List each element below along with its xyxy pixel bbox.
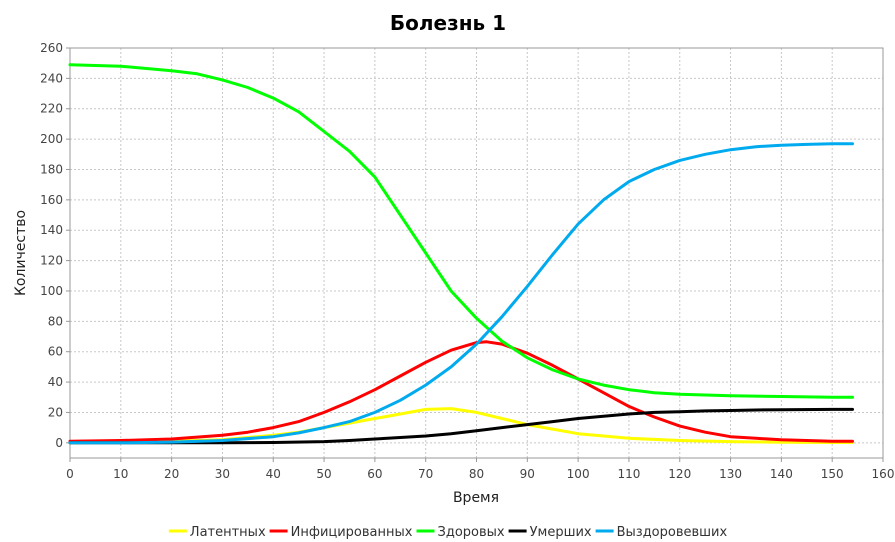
- x-tick-label: 40: [266, 467, 281, 481]
- x-tick-label: 30: [215, 467, 230, 481]
- x-tick-label: 10: [113, 467, 128, 481]
- x-tick-label: 110: [617, 467, 640, 481]
- y-tick-label: 140: [40, 223, 63, 237]
- legend-label: Здоровых: [438, 525, 505, 540]
- legend-item: Выздоровевших: [595, 525, 728, 540]
- x-tick-label: 160: [872, 467, 895, 481]
- y-tick-label: 100: [40, 284, 63, 298]
- series-line: [68, 142, 854, 445]
- series-line: [68, 407, 854, 445]
- legend-item: Умерших: [508, 525, 592, 540]
- x-tick-label: 150: [821, 467, 844, 481]
- x-tick-label: 140: [770, 467, 793, 481]
- series-lines: [68, 63, 854, 445]
- legend-item: Здоровых: [416, 525, 505, 540]
- legend-label: Умерших: [530, 525, 592, 540]
- series-line: [68, 63, 854, 399]
- x-tick-label: 100: [567, 467, 590, 481]
- y-tick-label: 60: [48, 345, 63, 359]
- x-tick-label: 80: [469, 467, 484, 481]
- legend-item: Латентных: [168, 525, 266, 540]
- x-tick-label: 60: [367, 467, 382, 481]
- x-axis-title: Время: [453, 490, 499, 506]
- y-tick-label: 260: [40, 41, 63, 55]
- plot-area: [69, 47, 884, 459]
- x-tick-label: 90: [520, 467, 535, 481]
- y-tick-label: 40: [48, 375, 63, 389]
- y-tick-label: 120: [40, 254, 63, 268]
- legend-label: Латентных: [190, 525, 266, 540]
- x-tick-label: 130: [719, 467, 742, 481]
- y-tick-label: 160: [40, 193, 63, 207]
- series-line: [68, 340, 854, 443]
- x-tick-label: 20: [164, 467, 179, 481]
- legend: Латентных Инфицированных Здоровых Умерших Вы…: [168, 525, 728, 540]
- x-tick-label: 120: [668, 467, 691, 481]
- legend-label: Выздоровевших: [617, 525, 728, 540]
- legend-item: Инфицированных: [269, 525, 413, 540]
- legend-label: Инфицированных: [291, 525, 413, 540]
- x-tick-label: 70: [418, 467, 433, 481]
- y-tick-label: 200: [40, 132, 63, 146]
- x-tick-label: 0: [66, 467, 74, 481]
- x-axis-ticks: 0 10 20 30 40 50 60 70 80 90 100 110 120 130 140 150 160: [66, 458, 894, 481]
- y-axis-title: Количество: [13, 210, 29, 296]
- y-tick-label: 0: [55, 436, 63, 450]
- y-tick-label: 180: [40, 162, 63, 176]
- y-tick-label: 20: [48, 405, 63, 419]
- y-tick-label: 220: [40, 102, 63, 116]
- x-tick-label: 50: [316, 467, 331, 481]
- y-tick-label: 240: [40, 71, 63, 85]
- chart-title: Болезнь 1: [390, 11, 506, 35]
- y-axis-ticks: 0 20 40 60 80 100 120 140 160 180 200 220 240 260: [40, 41, 70, 450]
- y-tick-label: 80: [48, 314, 63, 328]
